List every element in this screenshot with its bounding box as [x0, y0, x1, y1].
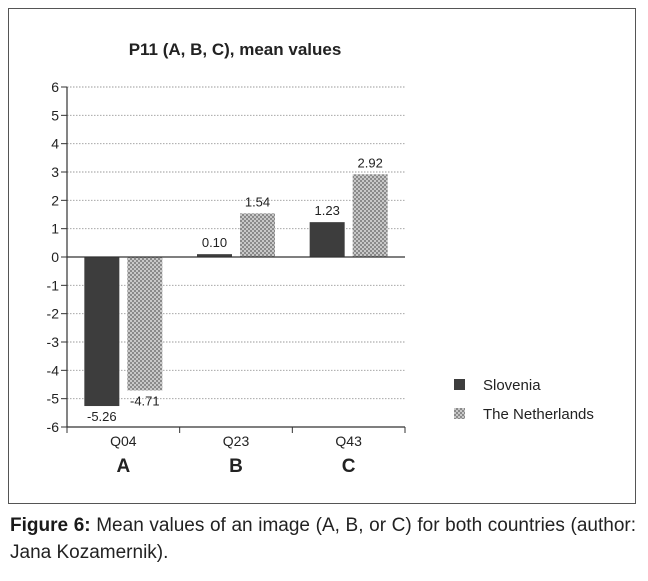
y-tick-label: -4	[47, 362, 60, 378]
data-label: 1.23	[315, 203, 340, 218]
figure-caption: Figure 6: Mean values of an image (A, B,…	[10, 512, 636, 566]
y-tick-label: 5	[51, 107, 59, 123]
figure-frame	[8, 8, 636, 504]
bar-chart: P11 (A, B, C), mean values -5.26 -4.71 0.1…	[47, 40, 594, 477]
group-label: A	[116, 456, 130, 477]
axes-group: 6 5 4 3 2 1 0 -1 -2 -3 -4 -5 -6 Q04 A Q23 B Q43 C	[47, 79, 406, 477]
legend-swatch	[454, 408, 465, 419]
data-label: -5.26	[87, 409, 117, 424]
legend: Slovenia The Netherlands	[454, 377, 594, 423]
y-tick-label: 2	[51, 192, 59, 208]
data-label: 0.10	[202, 235, 227, 250]
data-label: -4.71	[130, 393, 160, 408]
x-tick-label: Q04	[110, 433, 137, 449]
bar-netherlands-q04	[127, 257, 163, 391]
x-tick-label: Q23	[223, 433, 250, 449]
caption-text: Mean values of an image (A, B, or C) for…	[10, 515, 636, 563]
bar-netherlands-q23	[240, 213, 275, 257]
bar-netherlands-q43	[352, 174, 388, 257]
y-tick-label: 4	[51, 136, 59, 152]
y-tick-label: 3	[51, 164, 59, 180]
y-tick-label: -1	[47, 277, 60, 293]
data-label: 2.92	[358, 155, 383, 170]
x-tick-label: Q43	[335, 433, 362, 449]
legend-label: Slovenia	[483, 377, 541, 394]
bars-group: -5.26 -4.71 0.10 1.54 1.23 2.92	[84, 155, 388, 424]
y-tick-label: -3	[47, 334, 60, 350]
y-tick-label: 6	[51, 79, 59, 95]
bar-slovenia-q04	[84, 257, 120, 407]
legend-label: The Netherlands	[483, 406, 594, 423]
group-label: B	[229, 456, 243, 477]
y-tick-label: -2	[47, 306, 60, 322]
y-tick-label: -5	[47, 391, 60, 407]
y-tick-label: -6	[47, 419, 60, 435]
data-label: 1.54	[245, 194, 270, 209]
bar-slovenia-q43	[309, 222, 345, 257]
y-tick-label: 1	[51, 221, 59, 237]
y-tick-label: 0	[51, 249, 59, 265]
chart-title: P11 (A, B, C), mean values	[129, 40, 342, 59]
legend-swatch	[454, 379, 465, 390]
bar-slovenia-q23	[197, 254, 232, 257]
caption-label: Figure 6:	[10, 515, 91, 536]
group-label: C	[342, 456, 356, 477]
